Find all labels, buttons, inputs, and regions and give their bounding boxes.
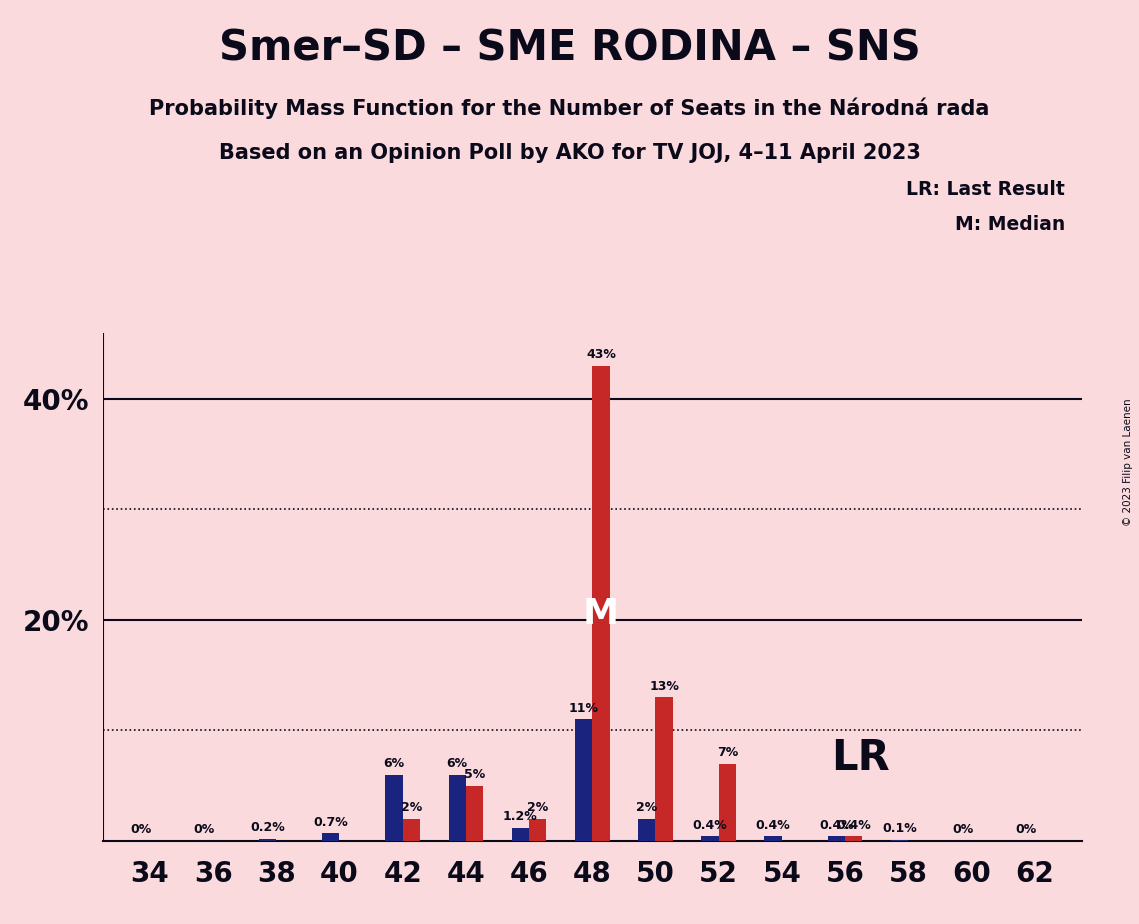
Text: LR: LR: [831, 737, 891, 779]
Text: 0.4%: 0.4%: [693, 819, 728, 832]
Bar: [845, 836, 862, 841]
Text: 0%: 0%: [194, 823, 215, 836]
Bar: [702, 836, 719, 841]
Text: 43%: 43%: [587, 348, 616, 361]
Bar: [592, 366, 609, 841]
Text: 0.4%: 0.4%: [756, 819, 790, 832]
Text: LR: Last Result: LR: Last Result: [907, 180, 1065, 200]
Bar: [385, 774, 403, 841]
Text: 0.1%: 0.1%: [883, 822, 917, 835]
Text: Smer–SD – SME RODINA – SNS: Smer–SD – SME RODINA – SNS: [219, 28, 920, 69]
Text: 0%: 0%: [1015, 823, 1036, 836]
Bar: [638, 819, 655, 841]
Text: 0%: 0%: [131, 823, 151, 836]
Bar: [466, 785, 483, 841]
Bar: [655, 698, 673, 841]
Text: 0.4%: 0.4%: [836, 819, 871, 832]
Bar: [449, 774, 466, 841]
Text: M: Median: M: Median: [954, 215, 1065, 235]
Text: 0.2%: 0.2%: [251, 821, 285, 834]
Bar: [530, 819, 547, 841]
Bar: [403, 819, 420, 841]
Text: 2%: 2%: [401, 801, 423, 814]
Text: 0%: 0%: [952, 823, 974, 836]
Text: © 2023 Filip van Laenen: © 2023 Filip van Laenen: [1123, 398, 1133, 526]
Text: 6%: 6%: [446, 757, 468, 770]
Bar: [764, 836, 781, 841]
Text: Probability Mass Function for the Number of Seats in the Národná rada: Probability Mass Function for the Number…: [149, 97, 990, 118]
Text: 1.2%: 1.2%: [503, 810, 538, 823]
Text: 2%: 2%: [637, 801, 657, 814]
Bar: [575, 719, 592, 841]
Bar: [719, 763, 736, 841]
Bar: [891, 840, 908, 841]
Bar: [322, 833, 339, 841]
Text: 7%: 7%: [716, 746, 738, 760]
Text: M: M: [583, 597, 618, 631]
Bar: [828, 836, 845, 841]
Text: 2%: 2%: [527, 801, 548, 814]
Text: 0.7%: 0.7%: [313, 816, 349, 829]
Bar: [511, 828, 530, 841]
Text: 5%: 5%: [464, 768, 485, 781]
Bar: [259, 839, 277, 841]
Text: 6%: 6%: [384, 757, 404, 770]
Text: 13%: 13%: [649, 680, 679, 693]
Text: Based on an Opinion Poll by AKO for TV JOJ, 4–11 April 2023: Based on an Opinion Poll by AKO for TV J…: [219, 143, 920, 164]
Text: 11%: 11%: [568, 702, 599, 715]
Text: 0.4%: 0.4%: [819, 819, 854, 832]
